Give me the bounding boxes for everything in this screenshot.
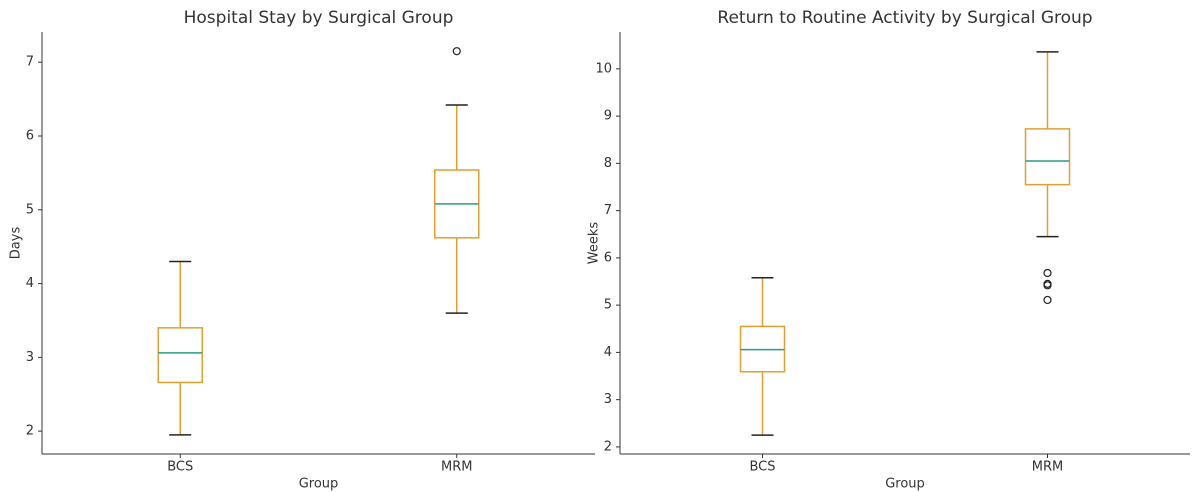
y-tick-label: 6: [604, 250, 612, 265]
outlier: [1043, 295, 1052, 305]
y-tick-label: 5: [26, 202, 34, 217]
y-tick-label: 10: [595, 61, 612, 76]
x-tick-label: MRM: [441, 460, 472, 475]
y-tick-label: 7: [604, 203, 612, 218]
y-axis-label: Days: [9, 227, 24, 260]
x-axis-label: Group: [885, 477, 925, 492]
outlier: [1043, 268, 1052, 278]
box: [157, 327, 203, 384]
y-tick-label: 7: [26, 55, 34, 70]
chart-title: Return to Routine Activity by Surgical G…: [717, 8, 1092, 28]
box: [1024, 128, 1071, 186]
x-axis-label: Group: [299, 477, 339, 492]
y-tick-label: 4: [26, 276, 34, 291]
outlier: [452, 47, 461, 56]
y-axis-label: Weeks: [587, 222, 602, 265]
y-tick-label: 9: [604, 109, 612, 124]
outlier: [1043, 281, 1052, 290]
y-tick-label: 6: [26, 129, 34, 144]
y-tick-label: 2: [26, 424, 34, 439]
x-tick-label: BCS: [167, 460, 193, 475]
chart-title: Hospital Stay by Surgical Group: [184, 8, 454, 28]
y-tick-label: 5: [604, 298, 612, 313]
y-tick-label: 3: [604, 392, 612, 407]
y-tick-label: 3: [26, 350, 34, 365]
y-tick-label: 4: [604, 345, 612, 360]
y-tick-label: 8: [604, 156, 612, 171]
y-tick-label: 2: [604, 439, 612, 454]
x-tick-label: BCS: [749, 460, 775, 475]
x-tick-label: MRM: [1032, 460, 1063, 475]
